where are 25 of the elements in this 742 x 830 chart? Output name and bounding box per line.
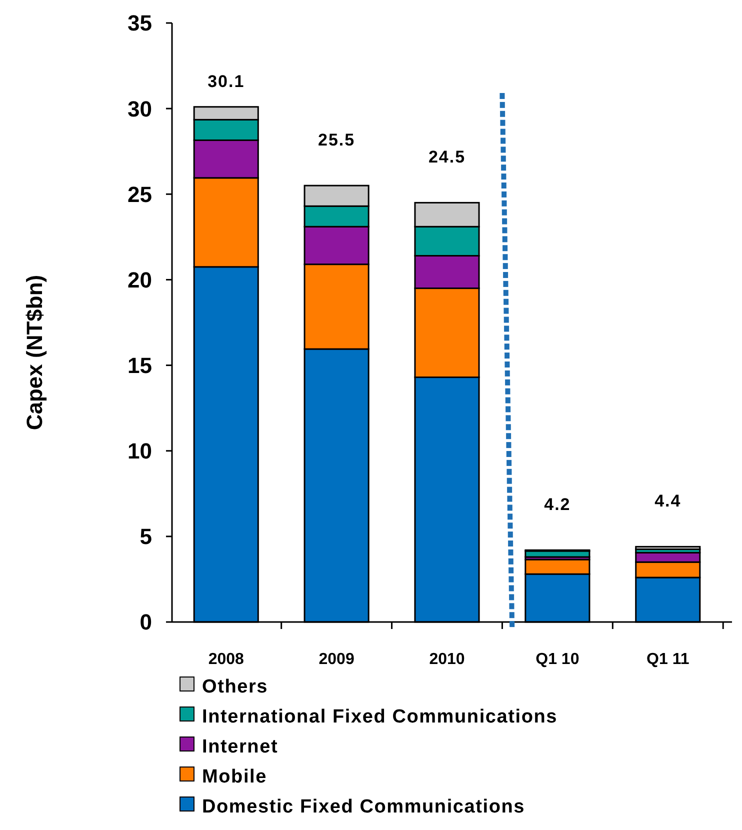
legend-label: Mobile — [202, 766, 267, 788]
y-tick-label: 35 — [128, 10, 152, 36]
legend-label: Internet — [202, 736, 278, 758]
x-tick-label: 2008 — [208, 651, 244, 668]
total-label: 4.2 — [544, 495, 571, 514]
y-tick-label: 5 — [140, 524, 152, 550]
legend-label: Others — [202, 676, 268, 698]
y-tick-label: 10 — [128, 438, 152, 464]
total-label: 24.5 — [428, 148, 466, 167]
y-tick-label: 30 — [128, 96, 152, 122]
y-tick-label: 25 — [128, 182, 152, 207]
y-tick-label: 15 — [128, 352, 152, 378]
y-axis-title: Capex (NT$bn) — [22, 274, 47, 430]
y-tick-label: 0 — [140, 610, 152, 635]
x-tick-label: 2009 — [318, 651, 354, 668]
legend-label: International Fixed Communications — [202, 706, 558, 728]
legend-label: Domestic Fixed Communications — [202, 796, 526, 818]
total-label: 30.1 — [208, 72, 245, 91]
total-label: 4.4 — [654, 492, 682, 511]
total-label: 25.5 — [318, 130, 356, 150]
x-tick-label: 2010 — [429, 651, 465, 668]
y-tick-label: 20 — [128, 267, 152, 292]
x-tick-label: Q1 11 — [646, 651, 690, 668]
x-tick-label: Q1 10 — [536, 651, 580, 668]
bar — [635, 546, 701, 550]
